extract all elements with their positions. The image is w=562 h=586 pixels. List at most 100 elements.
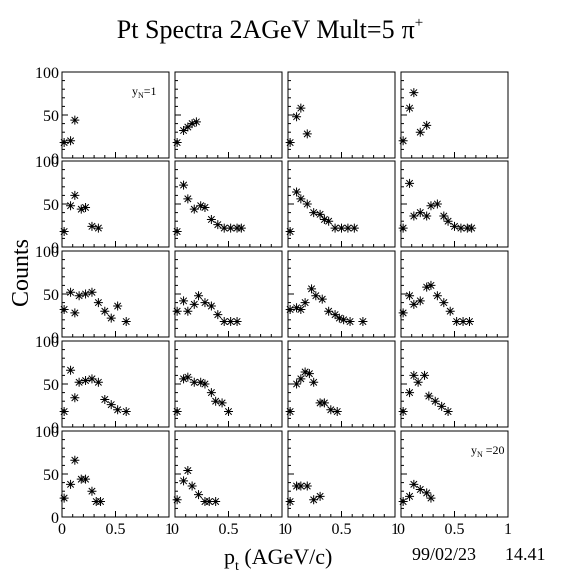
data-point — [106, 400, 116, 410]
chart-title-charge: + — [415, 15, 423, 31]
y-axis-label: Counts — [8, 239, 34, 307]
y-tick-label: 0 — [51, 330, 59, 347]
y-tick-label: 50 — [43, 287, 59, 304]
x-tick-label: 0.5 — [106, 521, 126, 538]
y-tick-label: 0 — [51, 240, 59, 257]
data-point — [302, 199, 312, 209]
data-point — [189, 299, 199, 309]
data-point — [415, 208, 425, 218]
panel-frame — [174, 71, 283, 159]
data-point — [66, 479, 76, 489]
data-point — [409, 370, 419, 380]
data-point — [405, 103, 415, 113]
data-point — [93, 298, 103, 308]
data-point — [330, 223, 340, 233]
y-tick-label: 50 — [43, 467, 59, 484]
date-stamp: 99/02/23 — [412, 544, 476, 564]
data-point — [426, 280, 436, 290]
data-point — [179, 180, 189, 190]
data-point — [70, 455, 80, 465]
data-point — [405, 491, 415, 501]
data-point — [398, 497, 408, 507]
data-point — [292, 303, 302, 313]
data-point — [70, 308, 80, 318]
data-point — [113, 301, 123, 311]
data-point — [211, 497, 221, 507]
data-point — [74, 291, 84, 301]
data-point — [430, 396, 440, 406]
data-point — [224, 407, 233, 417]
data-point — [93, 223, 103, 233]
data-point — [326, 405, 336, 415]
data-point — [456, 223, 466, 233]
data-point — [226, 317, 236, 327]
panel-8 — [398, 160, 509, 248]
data-point — [70, 393, 80, 403]
data-point — [66, 287, 76, 297]
data-point — [59, 407, 69, 417]
data-point — [183, 306, 193, 316]
y-tick-label: 100 — [35, 424, 59, 441]
data-point — [200, 379, 210, 389]
data-point — [324, 216, 334, 226]
data-point — [217, 398, 227, 408]
data-point — [409, 211, 419, 221]
data-point — [183, 122, 193, 132]
panel-5: 0 50 100 — [35, 154, 170, 257]
data-point — [464, 317, 474, 327]
data-point — [100, 394, 110, 404]
data-point — [467, 223, 477, 233]
data-point — [189, 204, 199, 214]
x-tick-label: 0.5 — [219, 521, 239, 538]
panel-frame — [174, 160, 283, 248]
data-point — [59, 227, 69, 237]
chart-title-text: Pt Spectra 2AGeV Mult=5 — [117, 15, 395, 44]
data-point — [206, 214, 216, 224]
data-point — [343, 223, 353, 233]
data-point — [332, 407, 342, 417]
y-tick-label: 50 — [43, 108, 59, 125]
data-point — [87, 287, 97, 297]
y-tick-label: 100 — [35, 65, 59, 82]
data-point — [179, 125, 189, 135]
data-point — [285, 407, 295, 417]
panel-3 — [285, 71, 396, 159]
data-point — [172, 495, 182, 505]
panel-10 — [172, 250, 283, 338]
data-point — [439, 211, 449, 221]
data-point — [100, 306, 110, 316]
data-point — [74, 377, 84, 387]
data-point — [415, 296, 425, 306]
data-point — [304, 369, 314, 379]
x-tick-label: 0.5 — [332, 521, 352, 538]
data-point — [309, 495, 319, 505]
panel-13: 0 50 100 — [35, 334, 170, 437]
data-point — [334, 313, 344, 323]
y-tick-label: 50 — [43, 377, 59, 394]
data-point — [450, 221, 459, 231]
y-tick-label: 100 — [35, 154, 59, 171]
panel-label-20: yN =20 — [471, 443, 505, 459]
data-point — [302, 481, 312, 491]
chart-title-symbol: π — [402, 15, 415, 44]
data-point — [76, 204, 86, 214]
x-tick-label: 0 — [397, 521, 405, 538]
y-tick-label: 100 — [35, 244, 59, 261]
y-tick-label: 0 — [51, 420, 59, 437]
data-point — [437, 401, 447, 411]
data-point — [226, 223, 236, 233]
panel-frame — [400, 71, 509, 159]
data-point — [426, 201, 436, 211]
data-point — [445, 306, 455, 316]
data-point — [405, 388, 415, 398]
panel-frame — [287, 71, 396, 159]
data-point — [232, 317, 242, 327]
data-point — [292, 112, 302, 122]
data-point — [330, 310, 340, 320]
data-point — [349, 223, 359, 233]
data-point — [409, 299, 419, 309]
data-point — [439, 298, 449, 308]
data-point — [420, 370, 430, 380]
panel-frame — [287, 340, 396, 428]
data-point — [219, 317, 229, 327]
